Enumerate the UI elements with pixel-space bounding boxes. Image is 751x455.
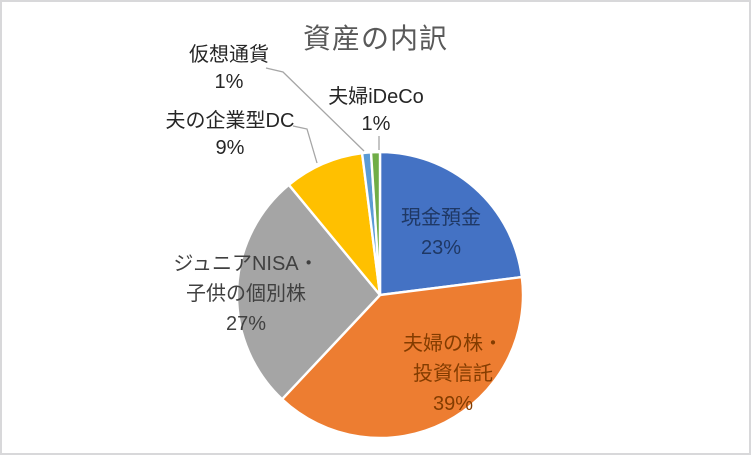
chart-title: 資産の内訳 (302, 23, 448, 54)
pie-slice-2 (280, 275, 525, 440)
leader-line-5 (265, 67, 365, 152)
leader-line-4 (292, 125, 318, 164)
pie-slice-6 (369, 150, 382, 297)
pie-slice-3 (235, 183, 382, 401)
pie-slice-1 (378, 150, 524, 297)
pie-slice-4 (287, 151, 382, 297)
